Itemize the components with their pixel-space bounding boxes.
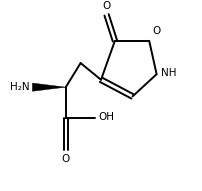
Text: O: O [62, 154, 70, 164]
Text: O: O [102, 1, 111, 11]
Text: OH: OH [98, 112, 114, 122]
Text: H₂N: H₂N [10, 82, 30, 92]
Polygon shape [32, 83, 66, 91]
Text: O: O [152, 26, 160, 36]
Text: NH: NH [161, 68, 177, 78]
